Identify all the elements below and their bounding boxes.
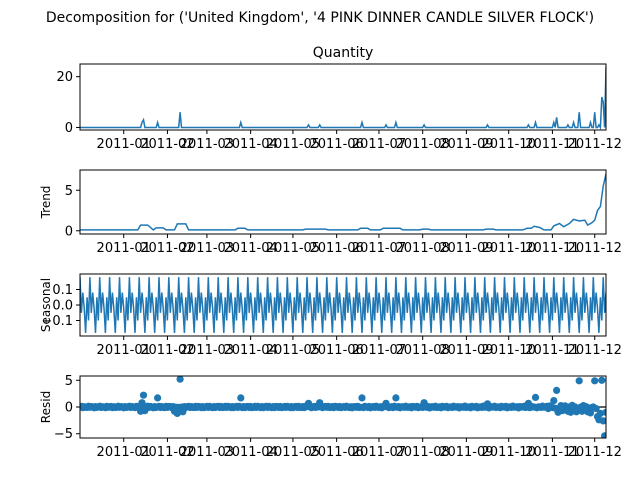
resid-point [173,409,181,417]
resid-point [591,377,599,385]
y-axis-label: Seasonal [39,278,53,332]
x-tick-label: 2011-03 [180,241,234,256]
x-tick-label: 2011-08 [396,241,450,256]
x-tick-label: 2011-11 [525,343,579,358]
x-tick-label: 2011-05 [266,343,320,358]
subplot-1: Quantity0202011-012011-022011-032011-042… [56,45,621,152]
plot-area [80,376,606,438]
x-tick-label: 2011-11 [525,137,579,152]
subplot-2: Trend052011-012011-022011-032011-042011-… [39,169,622,256]
x-tick-label: 2011-03 [180,343,234,358]
x-tick-label: 2011-06 [309,137,363,152]
x-tick-label: 2011-01 [97,343,151,358]
plot-area [80,173,606,231]
resid-point [601,432,606,438]
y-tick-label: 0.0 [52,299,73,314]
x-tick-label: 2011-03 [180,445,234,460]
x-tick-label: 2011-04 [223,343,277,358]
x-tick-label: 2011-04 [223,445,277,460]
x-tick-label: 2011-03 [180,137,234,152]
x-tick-label: 2011-02 [140,445,194,460]
x-tick-label: 2011-02 [140,343,194,358]
x-tick-label: 2011-11 [525,445,579,460]
axes-frame [79,169,607,235]
x-tick-label: 2011-11 [525,241,579,256]
figure-suptitle: Decomposition for ('United Kingdom', '4 … [46,10,594,26]
x-tick-label: 2011-12 [568,445,622,460]
x-tick-label: 2011-12 [568,241,622,256]
trend-series-line [80,173,606,231]
x-tick-label: 2011-07 [352,445,406,460]
subplot-3: Seasonal−0.10.00.12011-012011-022011-032… [39,273,622,358]
resid-point [596,409,605,417]
x-tick-label: 2011-05 [266,137,320,152]
y-tick-label: 0.1 [52,283,73,298]
axes-frame [79,63,607,131]
resid-point [176,376,184,383]
resid-point [358,394,366,402]
resid-point [531,393,540,401]
x-tick-label: 2011-10 [482,241,536,256]
resid-point [575,377,583,385]
resid-point [553,386,561,394]
y-tick-label: 0 [65,401,73,416]
seasonal-series-line [80,277,606,333]
resid-point [586,409,595,417]
x-tick-label: 2011-08 [396,343,450,358]
x-tick-label: 2011-01 [97,445,151,460]
x-tick-label: 2011-09 [439,241,493,256]
x-tick-label: 2011-06 [309,445,363,460]
x-tick-label: 2011-07 [352,137,406,152]
x-tick-label: 2011-07 [352,343,406,358]
resid-point [598,376,606,384]
y-axis-label: Trend [39,186,53,220]
subplot-4: Resid−5052011-012011-022011-032011-04201… [39,374,622,460]
x-tick-label: 2011-05 [266,445,320,460]
x-tick-label: 2011-09 [439,445,493,460]
y-tick-label: 5 [65,374,73,389]
subplot-panels: Quantity0202011-012011-022011-032011-042… [39,45,622,460]
y-tick-label: −0.1 [41,314,73,329]
x-tick-label: 2011-04 [223,137,277,152]
x-tick-label: 2011-04 [223,241,277,256]
resid-point [237,394,245,402]
x-tick-label: 2011-10 [482,445,536,460]
y-tick-label: 20 [56,70,73,85]
plot-area [80,277,606,333]
y-tick-label: 0 [65,121,73,136]
resid-point [154,394,162,402]
x-tick-label: 2011-12 [568,137,622,152]
resid-point [138,399,146,407]
subplot-title: Quantity [313,45,374,61]
x-tick-label: 2011-09 [439,343,493,358]
x-tick-label: 2011-06 [309,241,363,256]
resid-point [550,397,558,405]
x-tick-label: 2011-12 [568,343,622,358]
x-tick-label: 2011-10 [482,343,536,358]
x-tick-label: 2011-02 [140,137,194,152]
x-tick-label: 2011-02 [140,241,194,256]
x-tick-label: 2011-07 [352,241,406,256]
x-tick-label: 2011-01 [97,241,151,256]
x-tick-label: 2011-08 [396,445,450,460]
x-tick-label: 2011-10 [482,137,536,152]
x-tick-label: 2011-01 [97,137,151,152]
plot-area [80,66,606,130]
x-tick-label: 2011-05 [266,241,320,256]
resid-point [602,408,606,416]
resid-point [139,391,148,399]
y-tick-label: 0 [65,224,73,239]
quantity-series-line [80,66,606,130]
y-tick-label: −5 [54,427,73,442]
y-tick-label: 5 [65,184,73,199]
x-tick-label: 2011-08 [396,137,450,152]
resid-point [392,394,400,402]
y-axis-label: Resid [39,391,53,423]
resid-point [599,417,606,425]
x-tick-label: 2011-09 [439,137,493,152]
x-tick-label: 2011-06 [309,343,363,358]
resid-point [592,405,600,413]
